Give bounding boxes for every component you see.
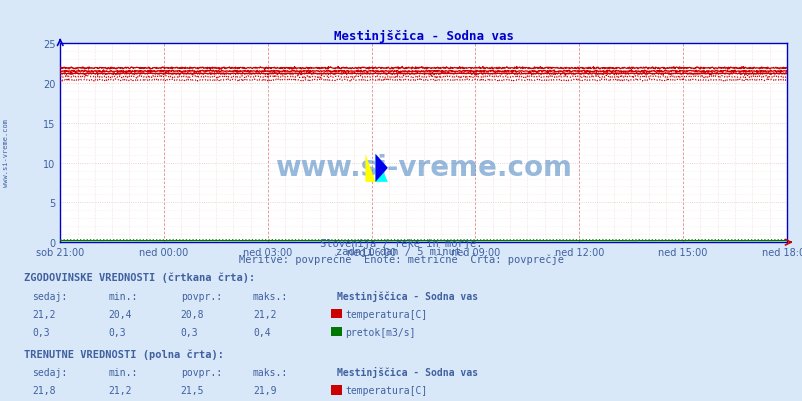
Text: povpr.:: povpr.: — [180, 367, 221, 377]
Polygon shape — [365, 154, 375, 182]
Text: 0,3: 0,3 — [180, 327, 198, 337]
Text: min.:: min.: — [108, 367, 138, 377]
Text: 0,4: 0,4 — [253, 327, 270, 337]
Polygon shape — [375, 154, 387, 182]
Text: 20,8: 20,8 — [180, 309, 204, 319]
Text: 0,3: 0,3 — [32, 327, 50, 337]
Text: ZGODOVINSKE VREDNOSTI (črtkana črta):: ZGODOVINSKE VREDNOSTI (črtkana črta): — [24, 272, 255, 283]
Text: 21,2: 21,2 — [32, 309, 55, 319]
Text: zadnji dan / 5 minut.: zadnji dan / 5 minut. — [335, 247, 467, 257]
Text: min.:: min.: — [108, 291, 138, 301]
Text: www.si-vreme.com: www.si-vreme.com — [275, 153, 571, 181]
Text: Mestinjščica - Sodna vas: Mestinjščica - Sodna vas — [337, 366, 478, 377]
Text: temperatura[C]: temperatura[C] — [345, 385, 427, 395]
Text: 20,4: 20,4 — [108, 309, 132, 319]
Polygon shape — [375, 154, 387, 182]
Text: pretok[m3/s]: pretok[m3/s] — [345, 327, 415, 337]
Text: 0,3: 0,3 — [108, 327, 126, 337]
Text: 21,5: 21,5 — [180, 385, 204, 395]
Text: temperatura[C]: temperatura[C] — [345, 309, 427, 319]
Text: Slovenija / reke in morje.: Slovenija / reke in morje. — [320, 239, 482, 249]
Text: www.si-vreme.com: www.si-vreme.com — [3, 118, 10, 186]
Text: 21,2: 21,2 — [108, 385, 132, 395]
Text: TRENUTNE VREDNOSTI (polna črta):: TRENUTNE VREDNOSTI (polna črta): — [24, 348, 224, 359]
Text: 21,8: 21,8 — [32, 385, 55, 395]
Text: 21,2: 21,2 — [253, 309, 276, 319]
Text: 21,9: 21,9 — [253, 385, 276, 395]
Text: Mestinjščica - Sodna vas: Mestinjščica - Sodna vas — [337, 290, 478, 301]
Text: sedaj:: sedaj: — [32, 367, 67, 377]
Text: maks.:: maks.: — [253, 291, 288, 301]
Text: Meritve: povprečne  Enote: metrične  Črta: povprečje: Meritve: povprečne Enote: metrične Črta:… — [239, 253, 563, 265]
Text: maks.:: maks.: — [253, 367, 288, 377]
Text: povpr.:: povpr.: — [180, 291, 221, 301]
Title: Mestinjščica - Sodna vas: Mestinjščica - Sodna vas — [333, 30, 513, 43]
Text: sedaj:: sedaj: — [32, 291, 67, 301]
